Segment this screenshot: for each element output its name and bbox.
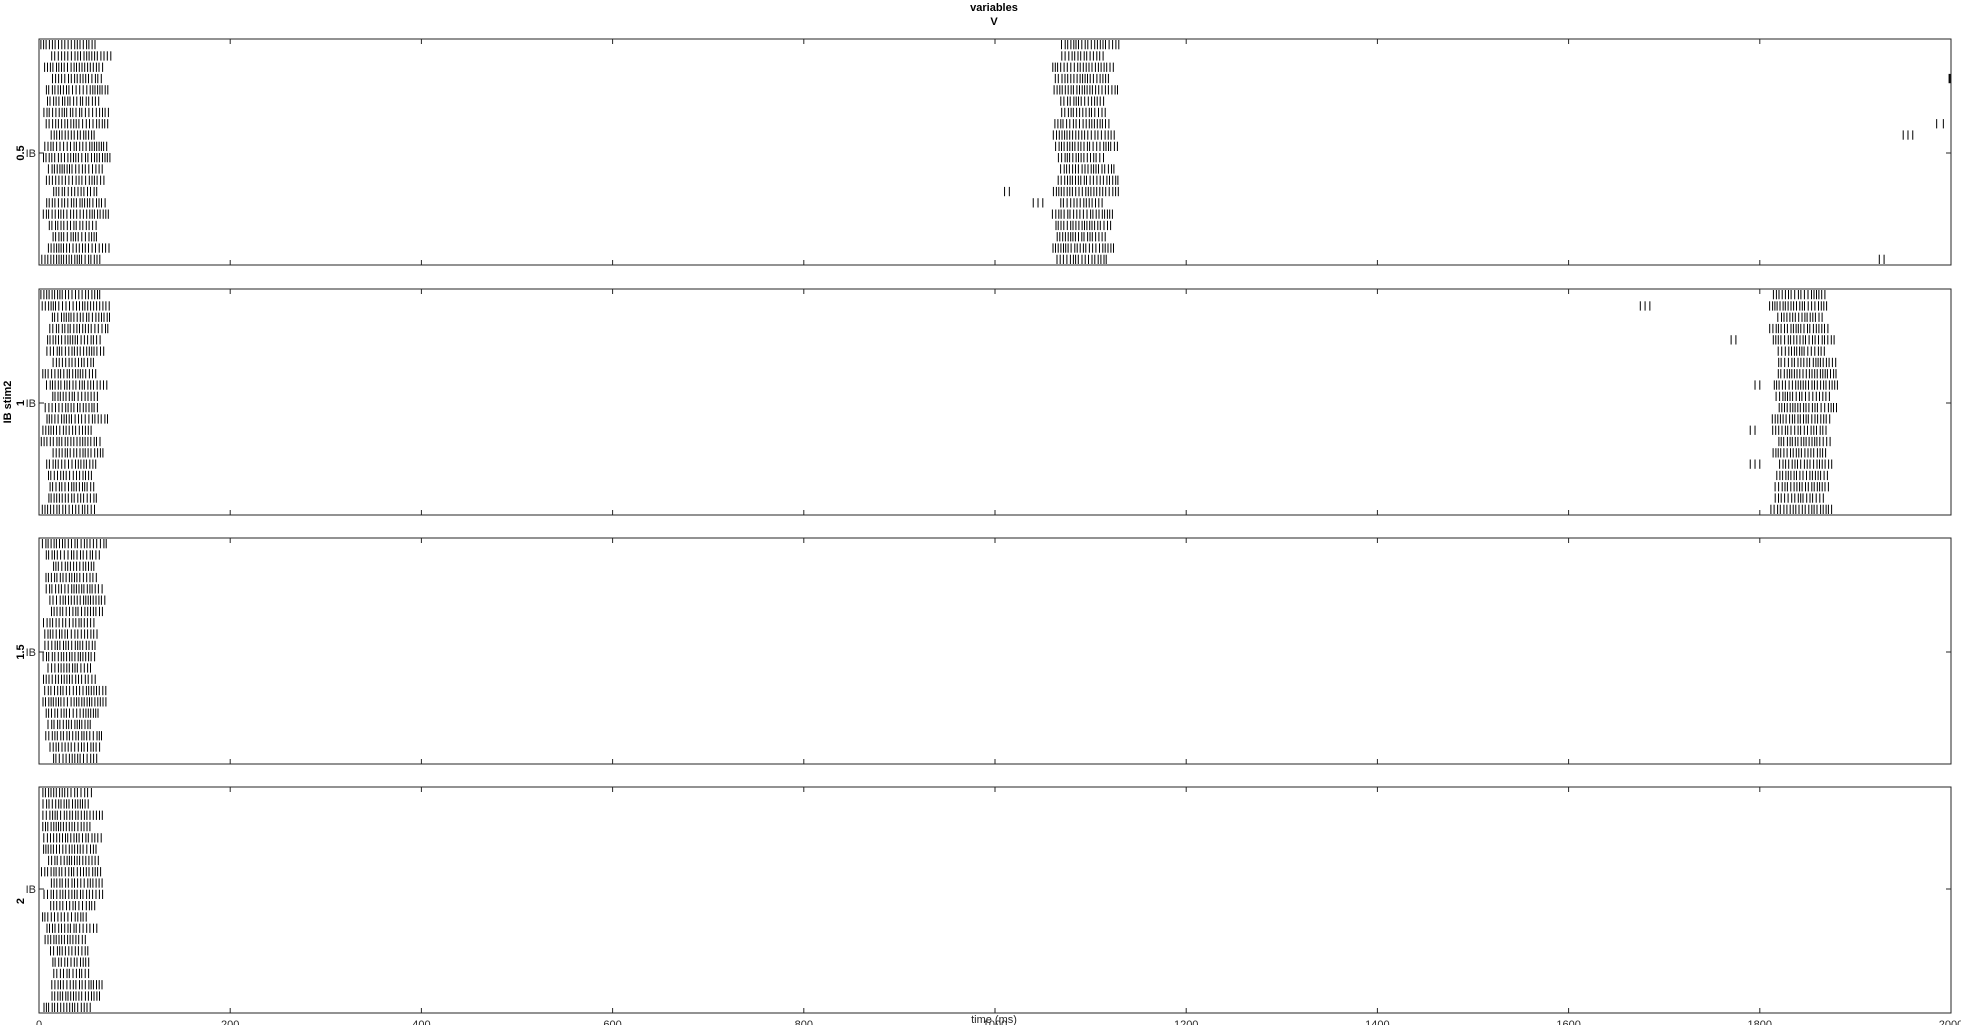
x-tick-label: 800 — [795, 1019, 813, 1025]
panel-label: 0.5 — [15, 145, 27, 160]
x-tick-label: 400 — [412, 1019, 430, 1025]
x-tick-label: 200 — [221, 1019, 239, 1025]
panel-4: IB 2 0 200 400 600 800 1000 1200 1400 1600 1800 2000 — [15, 786, 1961, 1025]
panel-3: IB1.5 — [15, 537, 1952, 765]
figure-title-line-1: variables — [970, 2, 1018, 14]
panel-1: IB0.5 — [15, 38, 1952, 266]
panel-label: 1 — [15, 400, 27, 406]
x-tick-label: 1600 — [1556, 1019, 1580, 1025]
x-tick-label: 2000 — [1939, 1019, 1961, 1025]
y-tick-label: IB — [26, 647, 36, 659]
panel-frame — [38, 288, 1952, 516]
x-axis-label: time (ms) — [971, 1014, 1017, 1025]
panel-frame — [38, 786, 1952, 1014]
panel-2: IB1 — [15, 288, 1952, 516]
y-tick-label: IB — [26, 398, 36, 410]
x-tick-label: 1400 — [1365, 1019, 1389, 1025]
x-tick-label: 1000 — [983, 1019, 1007, 1025]
outer-y-axis-label: IB stim2 — [2, 381, 14, 424]
x-tick-label: 0 — [36, 1019, 42, 1025]
panel-label: 2 — [15, 898, 27, 904]
x-tick-label: 1800 — [1748, 1019, 1772, 1025]
figure-title-line-2: V — [990, 16, 998, 28]
panel-frame — [38, 38, 1952, 266]
x-tick-label: 600 — [603, 1019, 621, 1025]
y-tick-label: IB — [26, 884, 36, 896]
y-tick-label: IB — [26, 148, 36, 160]
panel-label: 1.5 — [15, 644, 27, 659]
x-tick-label: 1200 — [1174, 1019, 1198, 1025]
panel-frame — [38, 537, 1952, 765]
